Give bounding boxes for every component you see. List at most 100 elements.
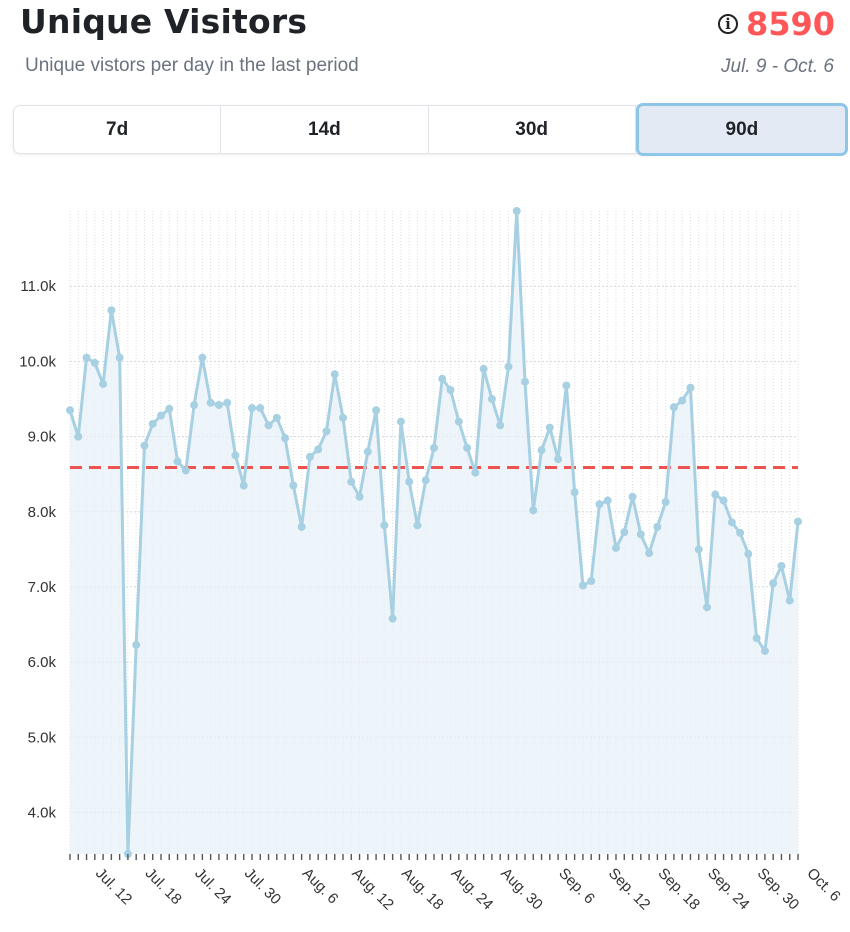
data-point — [612, 543, 620, 552]
data-point — [595, 500, 604, 509]
data-point — [504, 362, 513, 371]
data-point — [239, 481, 248, 490]
tab-30d[interactable]: 30d — [429, 106, 636, 153]
y-tick-label: 11.0k — [20, 278, 56, 295]
data-point — [496, 421, 505, 430]
data-point — [669, 403, 678, 412]
total-visitors-stat: i 8590 — [717, 5, 835, 43]
data-point — [653, 522, 662, 531]
data-point — [777, 561, 786, 570]
data-point — [694, 545, 703, 554]
y-tick-label: 7.0k — [28, 579, 57, 596]
x-tick-label: Aug. 18 — [398, 865, 447, 914]
data-point — [206, 398, 215, 407]
data-point — [66, 406, 74, 415]
data-point — [678, 396, 687, 405]
data-point — [686, 383, 695, 392]
y-tick-label: 4.0k — [28, 805, 57, 822]
x-tick-label: Aug. 6 — [299, 865, 342, 908]
data-point — [198, 353, 207, 362]
data-point — [636, 530, 645, 539]
data-point — [82, 353, 91, 362]
data-point — [529, 506, 538, 515]
data-point — [140, 441, 149, 450]
tab-14d[interactable]: 14d — [221, 106, 429, 153]
data-point — [769, 579, 778, 588]
y-tick-label: 10.0k — [19, 353, 56, 370]
data-point — [512, 207, 521, 215]
page-subtitle: Unique vistors per day in the last perio… — [25, 55, 359, 76]
data-point — [173, 457, 182, 466]
data-point — [322, 427, 331, 436]
data-point — [570, 488, 579, 497]
x-tick-label: Jul. 24 — [191, 865, 234, 908]
data-point — [363, 447, 372, 456]
data-point — [719, 496, 728, 505]
data-point — [562, 381, 571, 390]
data-point — [703, 603, 711, 612]
data-point — [421, 476, 430, 485]
data-point — [405, 477, 414, 486]
data-point — [305, 452, 314, 461]
info-icon[interactable]: i — [717, 14, 738, 34]
total-visitors-value: 8590 — [745, 5, 835, 43]
data-point — [256, 404, 265, 413]
data-point — [99, 379, 108, 388]
data-point — [430, 443, 438, 452]
tab-7d[interactable]: 7d — [14, 106, 222, 153]
x-tick-label: Jul. 18 — [142, 865, 185, 908]
data-point — [289, 481, 298, 490]
data-point — [645, 549, 654, 558]
data-point — [165, 404, 174, 413]
data-point — [314, 445, 323, 454]
x-tick-label: Sep. 24 — [704, 865, 753, 914]
data-point — [181, 466, 190, 475]
x-tick-label: Sep. 18 — [655, 865, 704, 914]
data-point — [347, 477, 356, 486]
data-point — [413, 521, 422, 530]
data-point — [794, 517, 802, 526]
data-point — [736, 528, 745, 537]
data-point — [628, 492, 637, 501]
y-tick-label: 5.0k — [28, 729, 57, 746]
data-point — [248, 404, 256, 413]
data-point — [74, 432, 83, 441]
data-point — [297, 522, 306, 531]
data-point — [157, 411, 165, 420]
data-point — [752, 634, 761, 643]
data-point — [438, 374, 447, 383]
data-point — [711, 490, 720, 499]
data-point — [190, 401, 199, 410]
data-point — [115, 353, 124, 362]
data-point — [281, 434, 290, 443]
x-tick-label: Aug. 24 — [448, 865, 497, 914]
data-point — [214, 401, 223, 410]
data-point — [90, 358, 99, 367]
data-point — [471, 468, 480, 477]
data-point — [380, 521, 389, 530]
data-point — [578, 581, 587, 590]
data-point — [479, 364, 488, 373]
data-point — [264, 421, 273, 430]
x-tick-label: Sep. 6 — [555, 865, 598, 908]
data-point — [760, 646, 769, 655]
data-point — [339, 413, 347, 422]
data-point — [396, 417, 405, 426]
x-tick-label: Sep. 12 — [605, 865, 654, 914]
data-point — [521, 377, 529, 386]
data-point — [446, 385, 455, 394]
data-point — [661, 498, 670, 507]
x-tick-label: Aug. 30 — [497, 865, 546, 914]
data-point — [727, 518, 736, 527]
visitors-area — [70, 211, 798, 854]
x-tick-label: Oct. 6 — [803, 865, 843, 905]
x-tick-label: Jul. 12 — [92, 865, 135, 908]
tab-90d[interactable]: 90d — [635, 103, 848, 156]
data-point — [330, 370, 339, 379]
data-point — [587, 577, 596, 586]
data-point — [603, 496, 612, 505]
x-tick-label: Aug. 12 — [348, 865, 397, 914]
data-point — [545, 423, 554, 432]
data-point — [620, 528, 629, 537]
data-point — [223, 398, 232, 407]
